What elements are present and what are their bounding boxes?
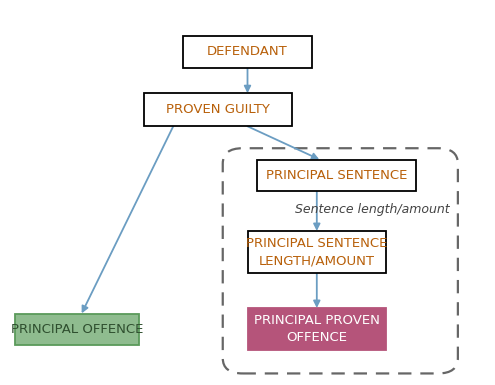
FancyBboxPatch shape — [257, 160, 416, 191]
Text: PRINCIPAL SENTENCE: PRINCIPAL SENTENCE — [266, 169, 407, 182]
FancyBboxPatch shape — [144, 94, 292, 126]
Text: PRINCIPAL OFFENCE: PRINCIPAL OFFENCE — [10, 323, 143, 336]
Text: PRINCIPAL SENTENCE
LENGTH/AMOUNT: PRINCIPAL SENTENCE LENGTH/AMOUNT — [246, 237, 388, 267]
FancyBboxPatch shape — [183, 36, 312, 69]
Text: PRINCIPAL PROVEN
OFFENCE: PRINCIPAL PROVEN OFFENCE — [254, 314, 380, 344]
Text: Sentence length/amount: Sentence length/amount — [295, 203, 449, 216]
FancyBboxPatch shape — [248, 308, 386, 350]
FancyBboxPatch shape — [223, 148, 458, 373]
Text: DEFENDANT: DEFENDANT — [207, 45, 288, 59]
Text: PROVEN GUILTY: PROVEN GUILTY — [166, 103, 270, 116]
FancyBboxPatch shape — [248, 231, 386, 273]
FancyBboxPatch shape — [15, 314, 139, 345]
